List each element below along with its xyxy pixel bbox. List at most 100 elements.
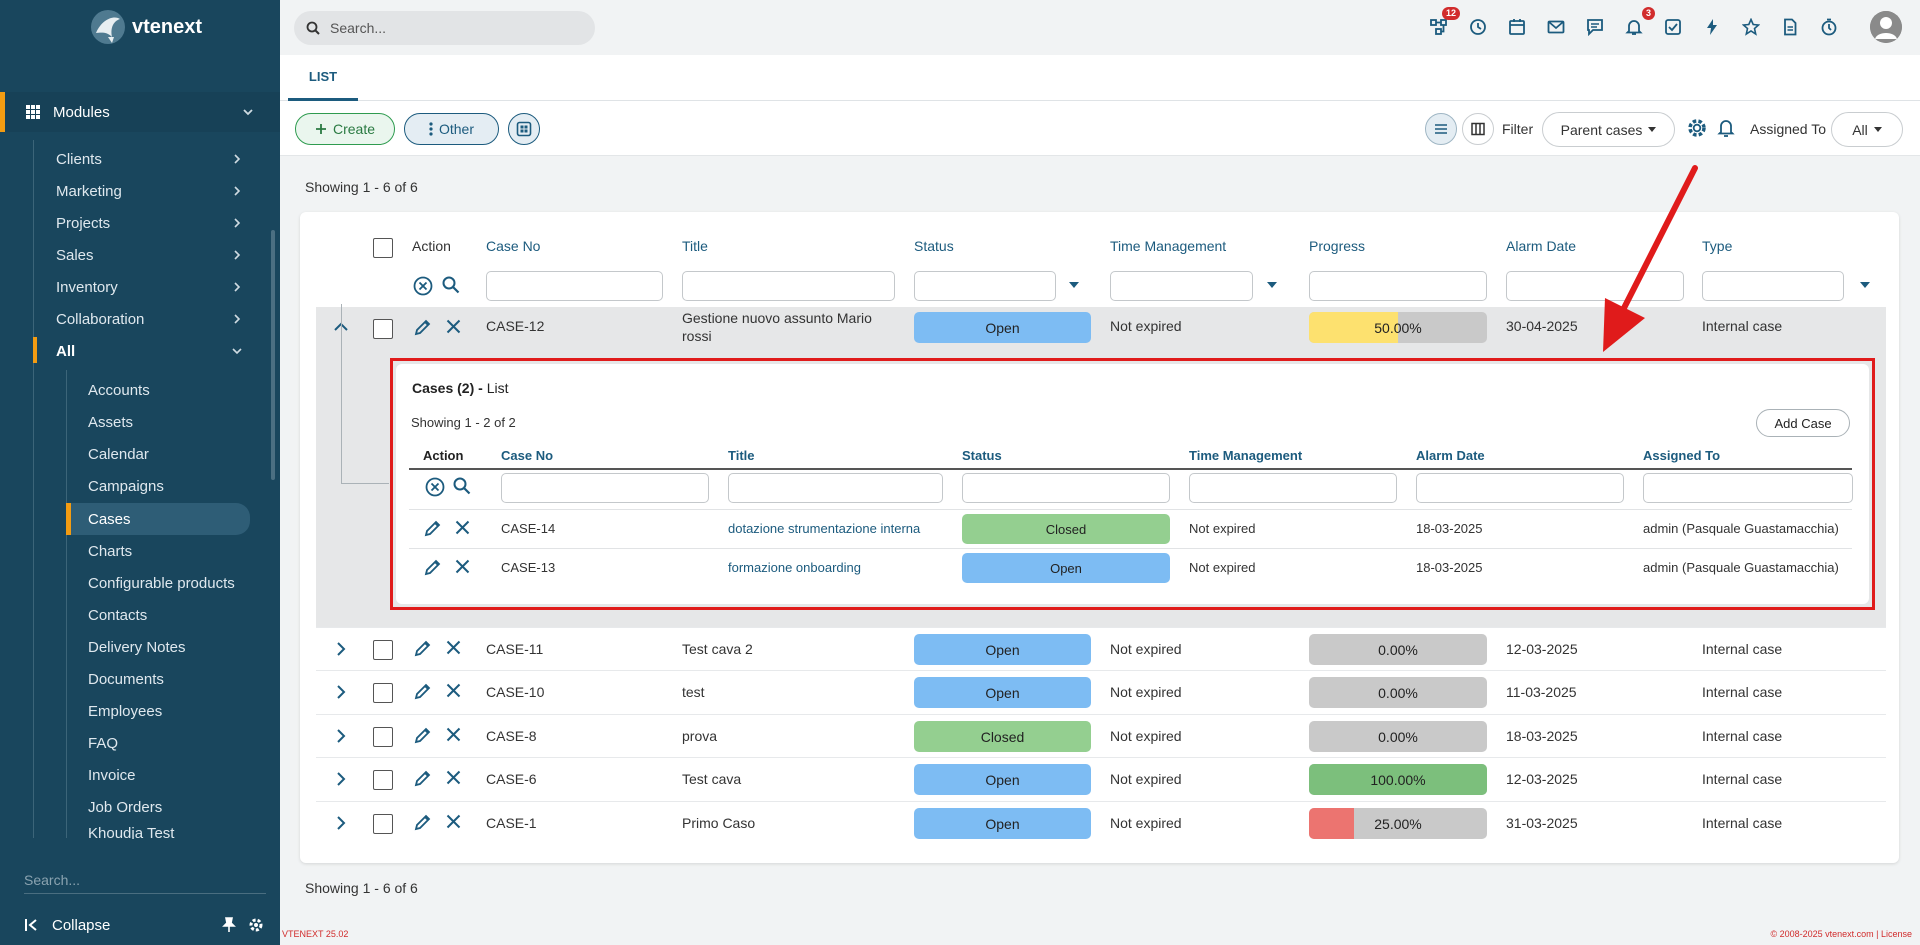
sub-col-time-management[interactable]: Time Management [1189,448,1303,463]
table-row[interactable]: CASE-6 Test cava Open Not expired 100.00… [316,758,1886,802]
col-title[interactable]: Title [682,238,708,254]
row-checkbox[interactable] [373,319,393,339]
notification-bell-icon[interactable]: 3 [1622,7,1655,39]
tab-list[interactable]: LIST [288,55,358,101]
pencil-icon[interactable] [424,519,442,537]
list-view-button[interactable] [1425,113,1457,145]
sub-filter-assigned-to-input[interactable] [1643,473,1853,503]
star-icon[interactable] [1739,15,1763,39]
sidebar-subitem-documents[interactable]: Documents [88,670,164,688]
gear-icon[interactable] [1686,117,1708,139]
delete-x-icon[interactable] [446,683,461,698]
tasks-icon[interactable] [1661,15,1685,39]
chevron-right-icon[interactable] [336,772,346,786]
table-row[interactable]: CASE-8 prova Closed Not expired 0.00% 18… [316,715,1886,758]
document-icon[interactable] [1778,15,1802,39]
table-row[interactable]: CASE-12 Gestione nuovo assunto Mario ros… [316,307,1886,349]
sub-col-assigned-to[interactable]: Assigned To [1643,448,1721,463]
pencil-icon[interactable] [414,639,432,657]
bell-icon[interactable] [1717,118,1735,138]
sub-table-row[interactable]: CASE-13 formazione onboarding Open Not e… [409,548,1852,587]
sub-col-case-no[interactable]: Case No [501,448,554,463]
calendar-icon[interactable] [1505,15,1529,39]
sidebar-subitem-faq[interactable]: FAQ [88,734,119,752]
collapse-button[interactable]: Collapse [52,916,111,934]
filter-alarm-date-input[interactable] [1506,271,1684,301]
sub-filter-status-input[interactable] [962,473,1170,503]
sub-col-alarm-date[interactable]: Alarm Date [1416,448,1485,463]
delete-x-icon[interactable] [455,559,470,574]
search-icon[interactable] [442,276,460,294]
filter-status-select[interactable] [914,271,1056,301]
sub-filter-case-no-input[interactable] [501,473,709,503]
chevron-right-icon[interactable] [336,642,346,656]
assigned-to-dropdown[interactable]: All [1831,112,1903,147]
add-case-button[interactable]: Add Case [1756,409,1850,437]
sidebar-subitem-charts[interactable]: Charts [88,542,133,560]
pencil-icon[interactable] [414,682,432,700]
pencil-icon[interactable] [424,558,442,576]
sidebar-item-projects[interactable]: Projects [56,209,246,237]
row-checkbox[interactable] [373,683,393,703]
sidebar-item-clients[interactable]: Clients [56,145,246,173]
filter-progress-input[interactable] [1309,271,1487,301]
case-title-link[interactable]: dotazione strumentazione interna [728,521,921,536]
pencil-icon[interactable] [414,726,432,744]
table-row[interactable]: CASE-10 test Open Not expired 0.00% 11-0… [316,671,1886,715]
select-all-checkbox[interactable] [373,238,393,258]
delete-x-icon[interactable] [446,319,461,334]
collapse-icon[interactable] [24,918,38,932]
col-type[interactable]: Type [1702,238,1733,254]
filter-time-management-select[interactable] [1110,271,1253,301]
row-checkbox[interactable] [373,727,393,747]
pencil-icon[interactable] [414,318,432,336]
delete-x-icon[interactable] [446,640,461,655]
delete-x-icon[interactable] [446,814,461,829]
caret-down-icon[interactable] [1860,282,1870,289]
global-search[interactable] [294,11,595,45]
mail-icon[interactable] [1544,15,1568,39]
sidebar-item-collaboration[interactable]: Collaboration [56,305,246,333]
app-logo[interactable]: vtenext [88,6,202,48]
table-row[interactable]: CASE-1 Primo Caso Open Not expired 25.00… [316,802,1886,846]
case-title-link[interactable]: Primo Caso [682,815,756,831]
case-title-link[interactable]: Test cava [682,771,742,787]
sidebar-subitem-invoice[interactable]: Invoice [88,766,136,784]
col-time-management[interactable]: Time Management [1110,238,1227,254]
pin-icon[interactable] [222,917,236,933]
clear-filter-icon[interactable] [413,276,433,296]
delete-x-icon[interactable] [455,520,470,535]
chat-icon[interactable] [1583,15,1607,39]
sidebar-subitem-contacts[interactable]: Contacts [88,606,148,624]
delete-x-icon[interactable] [446,770,461,785]
sub-col-status[interactable]: Status [962,448,1002,463]
sidebar-subitem-accounts[interactable]: Accounts [88,381,150,399]
row-checkbox[interactable] [373,770,393,790]
other-button[interactable]: Other [404,113,499,145]
copyright-footer[interactable]: © 2008-2025 vtenext.com | License [1770,929,1912,939]
sidebar-item-all[interactable]: All [56,337,246,365]
filter-title-input[interactable] [682,271,895,301]
sidebar-subitem-configurable-products[interactable]: Configurable products [88,574,235,592]
sidebar-subitem-calendar[interactable]: Calendar [88,445,149,463]
caret-down-icon[interactable] [1267,282,1277,289]
case-title-link[interactable]: test [682,684,705,700]
sidebar-item-marketing[interactable]: Marketing [56,177,246,205]
history-icon[interactable] [1466,15,1490,39]
sidebar-subitem-campaigns[interactable]: Campaigns [88,477,164,495]
timer-icon[interactable] [1817,15,1841,39]
sidebar-scrollbar[interactable] [271,230,275,480]
sidebar-subitem-job-orders[interactable]: Job Orders [88,798,163,816]
lightning-icon[interactable] [1700,15,1724,39]
search-icon[interactable] [453,477,471,495]
case-title-link[interactable]: prova [682,728,718,744]
chevron-right-icon[interactable] [336,729,346,743]
user-avatar[interactable] [1870,11,1902,43]
sub-table-row[interactable]: CASE-14 dotazione strumentazione interna… [409,509,1852,548]
pencil-icon[interactable] [414,813,432,831]
global-search-input[interactable] [330,20,570,36]
sub-filter-title-input[interactable] [728,473,943,503]
sub-filter-alarm-date-input[interactable] [1416,473,1624,503]
sidebar-subitem-employees[interactable]: Employees [88,702,163,720]
sidebar-subitem-cases[interactable]: Cases [66,503,250,535]
